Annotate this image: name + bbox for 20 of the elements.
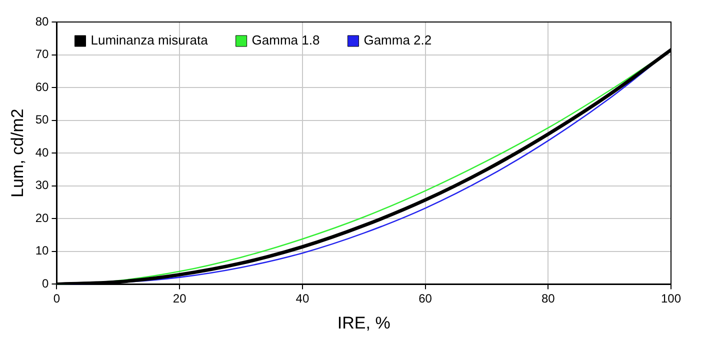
y-tick-label: 10 — [35, 244, 50, 258]
y-axis-title: Lum, cd/m2 — [8, 108, 27, 198]
x-tick-label: 80 — [541, 292, 556, 306]
legend-label: Gamma 1.8 — [252, 32, 320, 48]
legend-label: Gamma 2.2 — [364, 32, 432, 48]
legend-label: Luminanza misurata — [90, 32, 209, 48]
x-tick-label: 0 — [53, 292, 60, 306]
y-tick-label: 60 — [35, 80, 50, 94]
x-tick-label: 100 — [660, 292, 682, 306]
y-tick-label: 70 — [35, 47, 50, 62]
x-tick-label: 60 — [418, 292, 432, 306]
x-axis-title: IRE, % — [337, 313, 390, 332]
x-tick-label: 20 — [172, 292, 187, 306]
y-tick-label: 0 — [42, 276, 50, 291]
y-tick-label: 50 — [35, 112, 50, 127]
y-tick-label: 20 — [35, 210, 50, 225]
x-tick-label: 40 — [296, 292, 310, 306]
y-tick-label: 30 — [35, 178, 50, 192]
y-tick-label: 40 — [35, 145, 50, 160]
y-tick-label: 80 — [35, 14, 50, 28]
